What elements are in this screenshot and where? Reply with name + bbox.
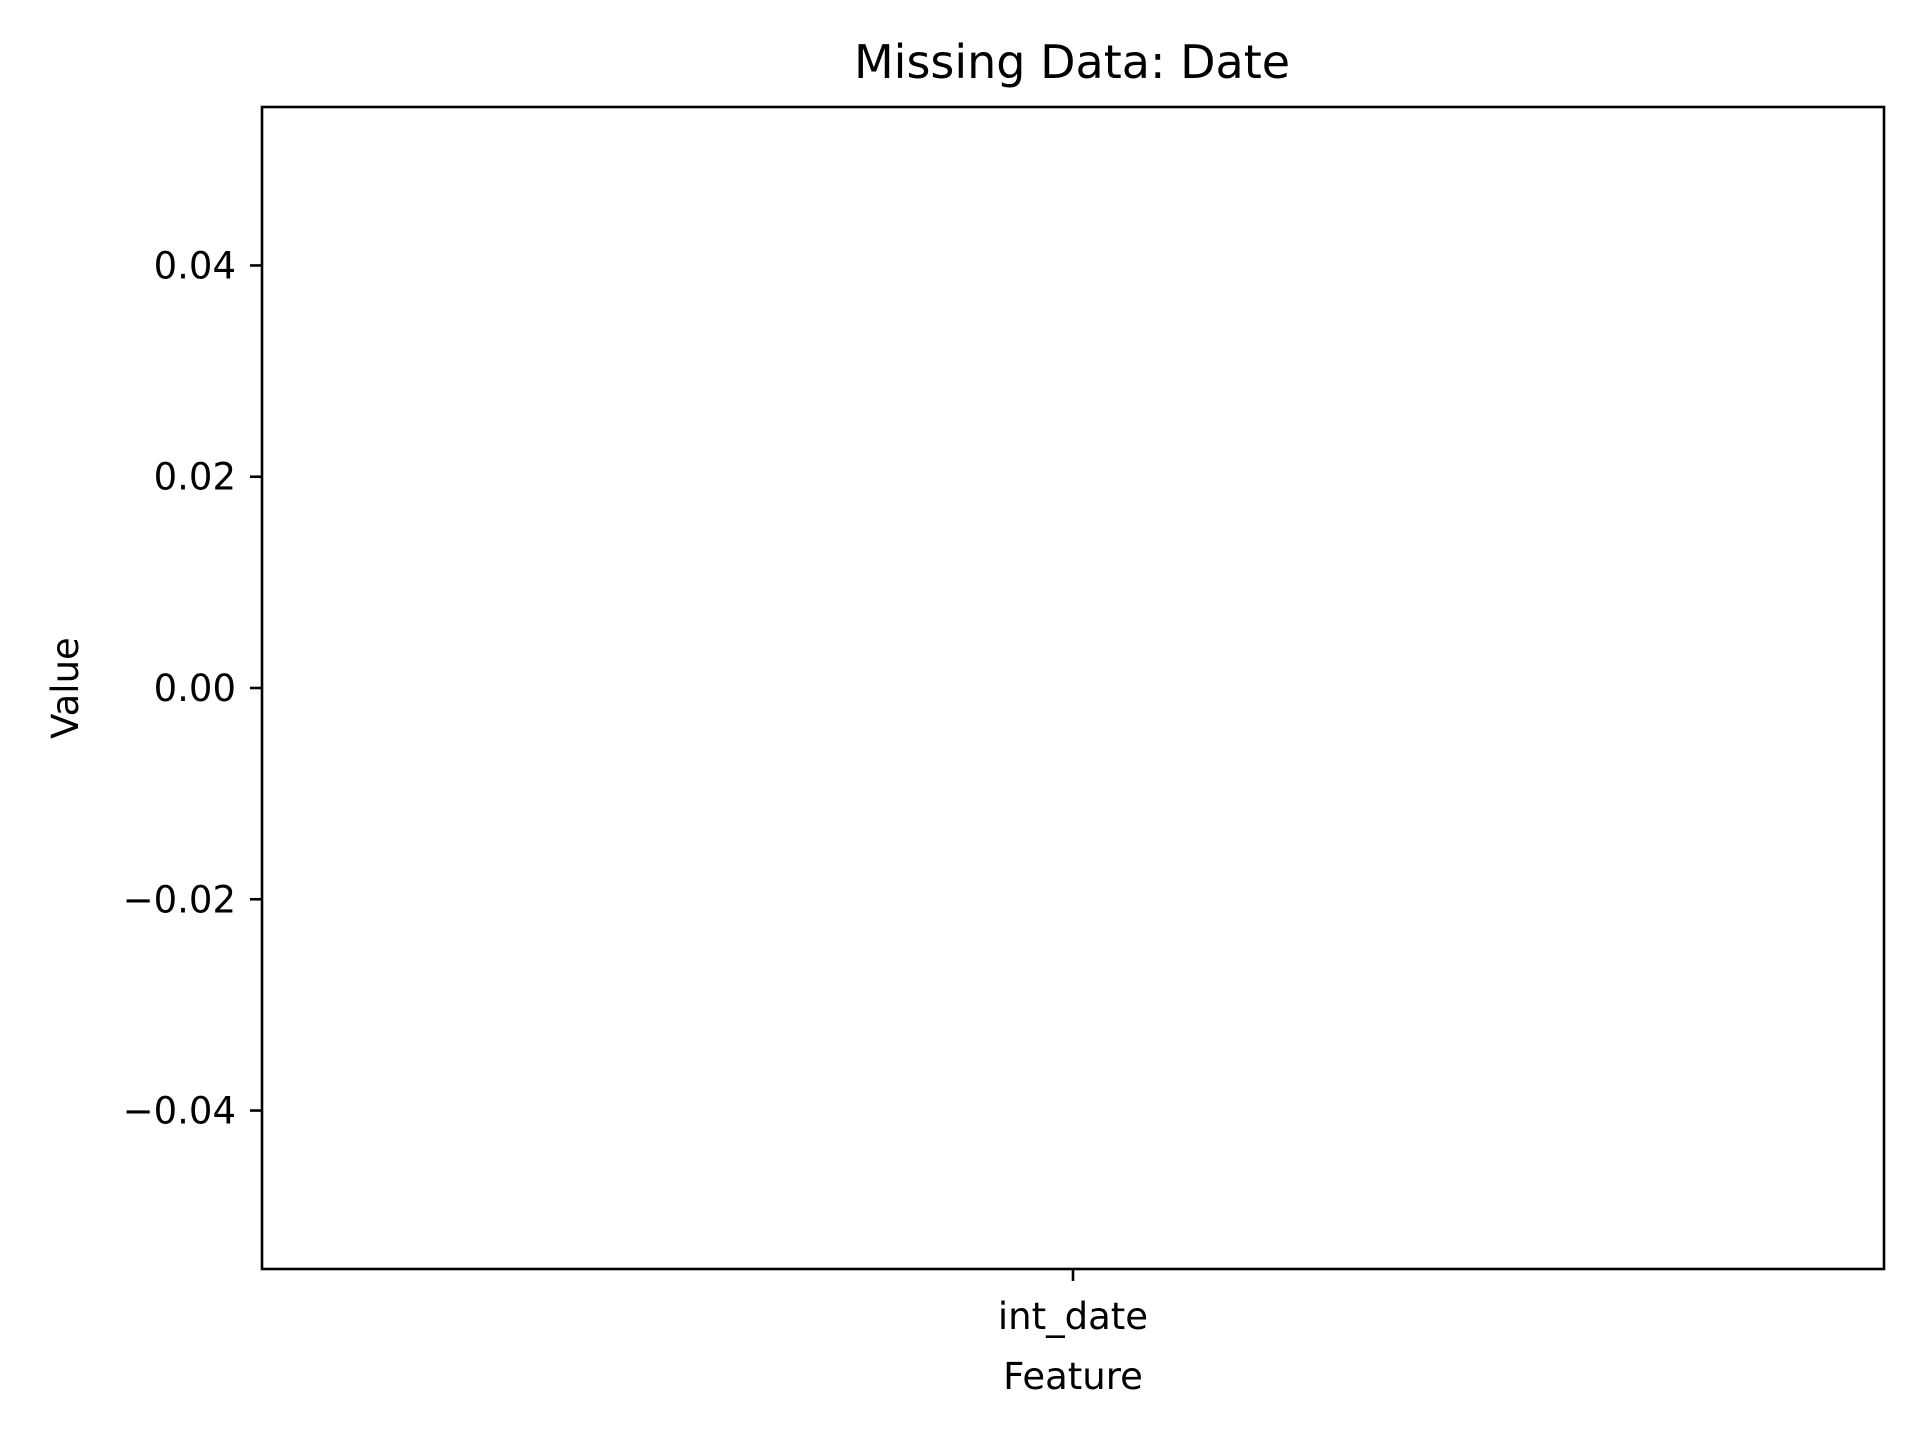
y-axis-ticks: 0.04 0.02 0.00 −0.02 −0.04 [123,244,262,1133]
y-tick-label: 0.00 [154,667,236,710]
x-tick-label: int_date [998,1295,1148,1338]
y-tick-label: 0.02 [154,456,236,499]
plot-area-frame [260,105,1886,1271]
y-axis-label: Value [44,637,87,739]
chart-title: Missing Data: Date [854,35,1290,89]
x-axis-ticks: int_date [998,1269,1148,1338]
x-axis-label: Feature [1003,1355,1143,1398]
y-tick-label: −0.04 [123,1090,236,1133]
y-tick-label: 0.04 [154,244,236,287]
y-tick-label: −0.02 [123,878,236,921]
